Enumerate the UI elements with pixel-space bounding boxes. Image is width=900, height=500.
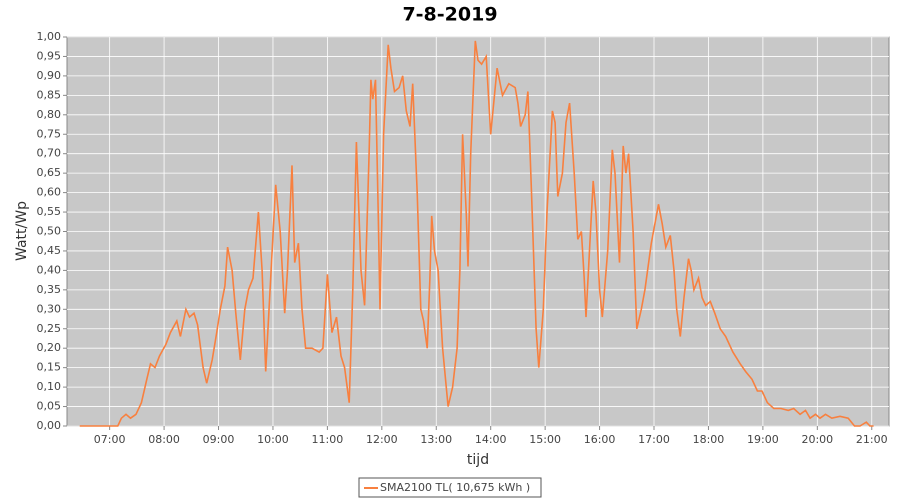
y-tick-label: 0,95 bbox=[37, 49, 62, 62]
x-tick-label: 09:00 bbox=[203, 433, 235, 446]
y-tick-label: 0,20 bbox=[37, 341, 62, 354]
y-tick-label: 0,25 bbox=[37, 322, 62, 335]
y-tick-label: 0,70 bbox=[37, 147, 62, 160]
x-tick-label: 20:00 bbox=[801, 433, 833, 446]
y-tick-label: 0,05 bbox=[37, 400, 62, 413]
y-axis-label: Watt/Wp bbox=[14, 201, 30, 261]
x-axis-label: tijd bbox=[467, 452, 489, 468]
y-tick-label: 0,45 bbox=[37, 244, 62, 257]
x-tick-label: 08:00 bbox=[148, 433, 180, 446]
legend-box bbox=[358, 477, 542, 498]
y-tick-label: 0,35 bbox=[37, 283, 62, 296]
x-tick-label: 15:00 bbox=[529, 433, 561, 446]
y-tick-label: 0,85 bbox=[37, 88, 62, 101]
x-tick-label: 11:00 bbox=[312, 433, 344, 446]
x-tick-label: 19:00 bbox=[747, 433, 779, 446]
chart-title: 7-8-2019 bbox=[402, 4, 497, 26]
y-tick-label: 0,60 bbox=[37, 186, 62, 199]
y-tick-label: 0,15 bbox=[37, 361, 62, 374]
x-tick-label: 18:00 bbox=[693, 433, 725, 446]
data-line bbox=[79, 40, 874, 427]
y-tick-label: 0,90 bbox=[37, 69, 62, 82]
x-tick-label: 12:00 bbox=[366, 433, 398, 446]
y-tick-label: 0,00 bbox=[37, 419, 62, 432]
y-tick-label: 1,00 bbox=[37, 30, 62, 43]
y-tick-label: 0,40 bbox=[37, 263, 62, 276]
y-tick-label: 0,55 bbox=[37, 205, 62, 218]
y-tick-label: 0,30 bbox=[37, 302, 62, 315]
x-tick-label: 21:00 bbox=[856, 433, 888, 446]
x-tick-label: 07:00 bbox=[94, 433, 126, 446]
x-tick-label: 13:00 bbox=[420, 433, 452, 446]
x-tick-label: 14:00 bbox=[475, 433, 507, 446]
y-tick-label: 0,10 bbox=[37, 380, 62, 393]
x-tick-label: 10:00 bbox=[257, 433, 289, 446]
x-tick-label: 16:00 bbox=[584, 433, 616, 446]
y-tick-label: 0,80 bbox=[37, 108, 62, 121]
legend-label: SMA2100 TL( 10,675 kWh ) bbox=[380, 481, 530, 494]
y-tick-label: 0,50 bbox=[37, 225, 62, 238]
y-tick-label: 0,65 bbox=[37, 166, 62, 179]
y-tick-label: 0,75 bbox=[37, 127, 62, 140]
x-tick-label: 17:00 bbox=[638, 433, 670, 446]
